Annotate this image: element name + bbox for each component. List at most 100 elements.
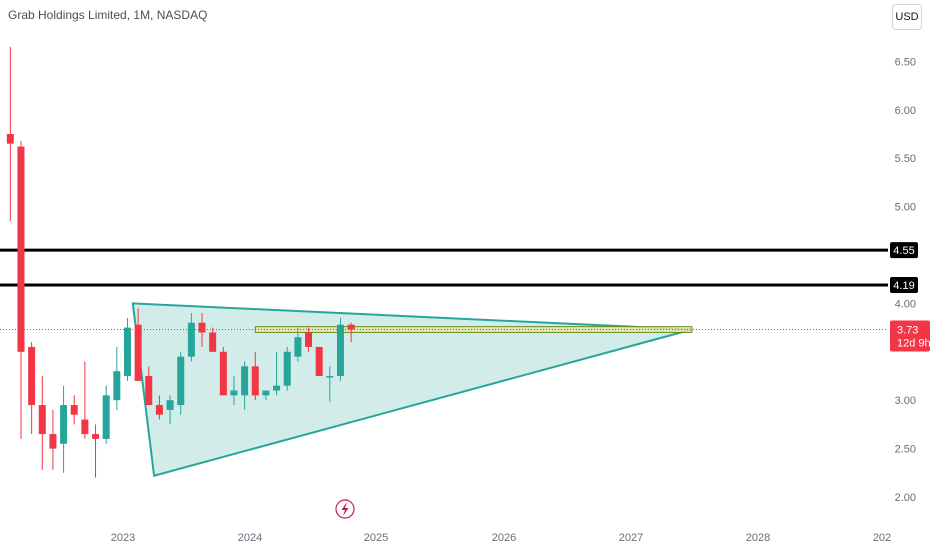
- y-tick-label: 5.00: [895, 202, 916, 214]
- candle: [262, 390, 270, 401]
- candle: [102, 385, 110, 444]
- candle-body: [177, 356, 185, 406]
- candle: [81, 361, 89, 439]
- candle: [49, 409, 57, 470]
- x-tick-label: 2023: [111, 532, 135, 544]
- candle-body: [326, 376, 334, 378]
- last-price-countdown: 12d 9h: [897, 338, 931, 350]
- candle-body: [145, 376, 153, 406]
- triangle-shape[interactable]: [131, 302, 693, 477]
- y-tick-label: 6.00: [895, 105, 916, 117]
- candle: [70, 395, 78, 425]
- y-tick-label: 6.50: [895, 56, 916, 68]
- candle-body: [81, 419, 89, 435]
- candle: [28, 342, 36, 435]
- candle-body: [209, 332, 217, 352]
- candle: [326, 366, 334, 403]
- candle: [241, 361, 249, 410]
- dividends-icon[interactable]: [335, 499, 355, 519]
- candle-body: [113, 371, 121, 401]
- candle: [305, 327, 313, 352]
- horizontal-levels[interactable]: [0, 248, 888, 287]
- candle-body: [60, 405, 68, 444]
- candle: [230, 376, 238, 406]
- x-tick-label: 2027: [619, 532, 643, 544]
- level-price-tag-text: 4.19: [893, 280, 914, 292]
- x-tick-label: 2024: [238, 532, 262, 544]
- candle-body: [187, 322, 195, 357]
- candle: [198, 313, 206, 347]
- candle-body: [305, 332, 313, 347]
- level-price-tag: [890, 242, 918, 259]
- candle-body: [241, 366, 249, 396]
- candle: [336, 317, 344, 381]
- candle-body: [336, 324, 344, 376]
- candle-body: [251, 366, 259, 396]
- candles: [6, 46, 355, 478]
- candle-body: [166, 400, 174, 410]
- candle: [273, 351, 281, 396]
- y-tick-label: 4.00: [895, 298, 916, 310]
- candle-body: [17, 146, 25, 352]
- candle-body: [155, 405, 163, 415]
- candle: [38, 376, 46, 470]
- candle-body: [283, 351, 291, 386]
- candle: [145, 366, 153, 406]
- candle: [134, 308, 142, 381]
- x-tick-label: 2028: [746, 532, 770, 544]
- candle-body: [134, 324, 142, 381]
- resistance-zone[interactable]: [254, 326, 693, 333]
- x-tick-label: 202: [873, 532, 891, 544]
- candle: [177, 351, 185, 415]
- candle-body: [70, 405, 78, 415]
- x-axis[interactable]: 2023 2024 2025 2026 2027 2028 202: [111, 532, 891, 544]
- candle-body: [315, 346, 323, 376]
- candle: [60, 385, 68, 473]
- candle: [113, 346, 121, 410]
- candle-body: [6, 134, 14, 144]
- candle: [166, 395, 174, 425]
- candle: [17, 140, 25, 439]
- y-tick-label: 2.50: [895, 444, 916, 456]
- level-price-tag: [890, 277, 918, 294]
- candle-body: [347, 324, 355, 330]
- y-tick-label: 5.50: [895, 153, 916, 165]
- candle-body: [123, 327, 131, 376]
- candle-body: [273, 385, 281, 391]
- y-tick-label: 3.00: [895, 395, 916, 407]
- candle: [187, 313, 195, 362]
- last-price-tag: [890, 320, 930, 352]
- candle: [347, 322, 355, 343]
- candle-body: [262, 390, 270, 396]
- x-tick-label: 2026: [492, 532, 516, 544]
- candle-body: [28, 346, 36, 406]
- candle-body: [92, 434, 100, 439]
- candle-body: [230, 390, 238, 396]
- x-tick-label: 2025: [364, 532, 388, 544]
- candle-body: [294, 337, 302, 357]
- chart-title: Grab Holdings Limited, 1M, NASDAQ: [8, 8, 208, 22]
- candle: [315, 346, 323, 376]
- level-price-tag-text: 4.55: [893, 245, 914, 257]
- candle: [219, 346, 227, 396]
- zone-rect[interactable]: [254, 326, 693, 333]
- candle: [155, 395, 163, 420]
- y-axis[interactable]: 6.50 6.00 5.50 5.00 4.00 3.00 2.50 2.00: [895, 56, 916, 504]
- candle-body: [49, 434, 57, 449]
- last-price-value: 3.73: [897, 325, 918, 337]
- candle-body: [219, 351, 227, 396]
- candle: [6, 46, 14, 222]
- candle: [123, 317, 131, 381]
- y-tick-label: 2.00: [895, 492, 916, 504]
- candle: [283, 346, 291, 391]
- candle: [294, 327, 302, 362]
- candle: [209, 327, 217, 352]
- currency-button[interactable]: USD: [892, 4, 922, 30]
- candle-body: [38, 405, 46, 435]
- candle-body: [102, 395, 110, 439]
- candle: [251, 351, 259, 401]
- triangle-drawing[interactable]: [131, 302, 693, 477]
- candle-body: [198, 322, 206, 333]
